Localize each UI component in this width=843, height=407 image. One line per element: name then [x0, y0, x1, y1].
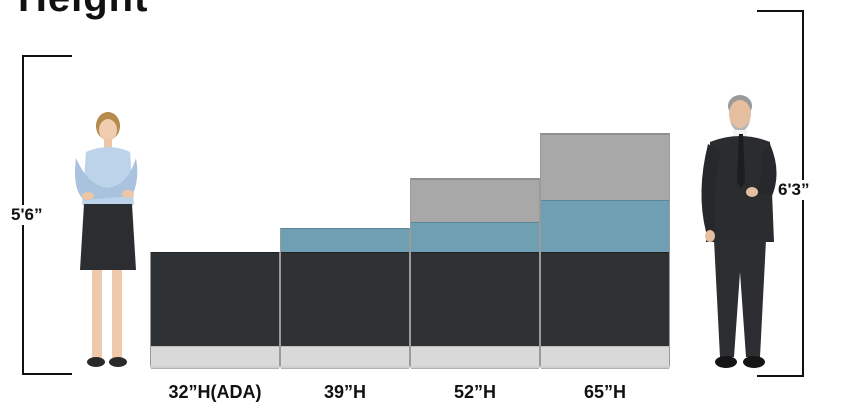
panel-glass	[541, 200, 669, 253]
panel-foot	[541, 346, 669, 369]
panel-base	[281, 252, 409, 347]
panel-65	[540, 133, 670, 369]
panel-base	[541, 252, 669, 347]
panel-glass	[411, 222, 539, 253]
panel-cap	[411, 178, 539, 224]
panel-base	[411, 252, 539, 347]
panel-label-32-ada: 32”H(ADA)	[168, 382, 262, 402]
man-height-label: 6'3”	[775, 180, 813, 200]
panel-32-ada	[150, 252, 280, 369]
woman-figure	[75, 112, 138, 367]
panel-cap	[541, 133, 669, 202]
woman-height-label: 5'6”	[8, 205, 46, 225]
panel-52	[410, 178, 540, 369]
panel-39	[280, 228, 410, 369]
floor-line	[150, 366, 670, 368]
panel-foot	[151, 346, 279, 369]
panel-label-39: 39”H	[323, 382, 367, 402]
panel-label-52: 52”H	[453, 382, 497, 402]
panel-foot	[411, 346, 539, 369]
panel-glass	[281, 228, 409, 253]
page-title: Height	[18, 0, 148, 21]
panel-label-65: 65”H	[583, 382, 627, 402]
panel-base	[151, 252, 279, 347]
panel-foot	[281, 346, 409, 369]
man-figure	[701, 95, 777, 368]
